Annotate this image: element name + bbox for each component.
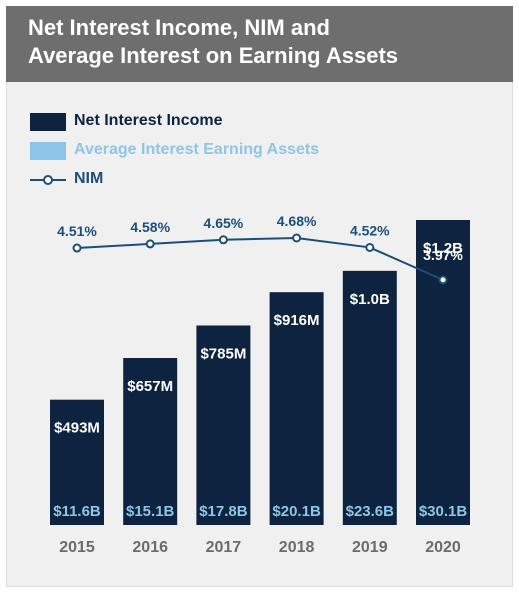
x-tick-label-2020: 2020 [425,539,461,556]
nim-value-label-2015: 4.51% [57,223,97,239]
nim-point-2020 [438,275,448,285]
legend-marker-nim [43,175,53,185]
nim-point-2018 [292,233,302,243]
nim-value-label-2020: 3.97% [423,247,463,263]
x-tick-label-2018: 2018 [279,539,315,556]
assets-value-label-2015: $11.6B [53,503,101,520]
legend-label-net-interest-income: Net Interest Income [74,112,223,129]
assets-value-label-2017: $17.8B [199,503,248,520]
assets-value-label-2020: $30.1B [419,503,468,520]
chart-title-line-1: Net Interest Income, NIM and [28,15,330,40]
bar-2016 [123,358,178,525]
legend-label-average-interest-earning-assets: Average Interest Earning Assets [74,141,320,158]
bar-value-label-2017: $785M [200,345,246,362]
chart-title-line-2: Average Interest on Earning Assets [28,43,399,68]
bar-value-label-2016: $657M [127,378,173,395]
bar-value-label-2020: $1.2B [423,240,463,257]
assets-value-label-2018: $20.1B [272,503,321,520]
x-tick-label-2015: 2015 [59,539,95,556]
bar-2015 [50,399,104,525]
bar-2017 [196,325,251,525]
legend-swatch-assets [30,142,66,160]
bar-value-label-2015: $493M [54,420,100,437]
nim-point-2019 [365,242,375,252]
legend-label-nim: NIM [74,170,104,187]
nim-value-label-2018: 4.68% [277,213,317,229]
nim-line [76,236,444,281]
bar-2020 [416,220,470,525]
nim-value-label-2017: 4.65% [204,215,244,231]
bar-2019 [342,270,397,525]
assets-value-label-2016: $15.1B [126,503,175,520]
x-tick-label-2019: 2019 [352,539,388,556]
bar-value-label-2019: $1.0B [350,291,390,308]
legend-swatch-bar [30,113,66,131]
nim-value-label-2016: 4.58% [130,219,170,235]
nim-point-2017 [218,235,228,245]
nim-value-label-2019: 4.52% [350,222,390,238]
chart-title: Net Interest Income, NIM and Average Int… [6,6,513,82]
nim-point-2015 [72,243,82,253]
bar-2018 [269,292,324,525]
nim-point-2016 [145,239,155,249]
bar-value-label-2018: $916M [274,312,320,329]
x-tick-label-2016: 2016 [132,539,168,556]
x-tick-label-2017: 2017 [206,539,242,556]
assets-value-label-2019: $23.6B [346,503,395,520]
